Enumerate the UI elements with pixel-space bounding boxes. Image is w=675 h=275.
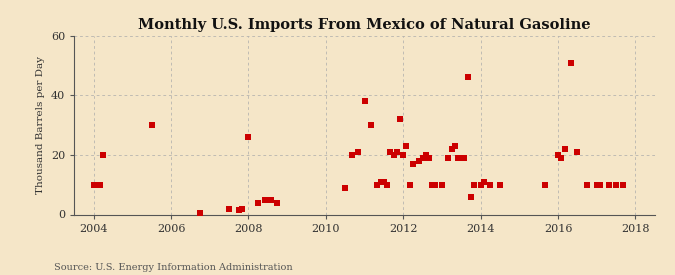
Point — [446, 147, 457, 151]
Point — [427, 183, 437, 187]
Point — [234, 208, 244, 212]
Point — [540, 183, 551, 187]
Point — [388, 153, 399, 157]
Text: Source: U.S. Energy Information Administration: Source: U.S. Energy Information Administ… — [54, 263, 293, 272]
Point — [366, 123, 377, 127]
Point — [479, 180, 489, 184]
Point — [604, 183, 615, 187]
Point — [375, 180, 386, 184]
Point — [194, 211, 205, 215]
Point — [566, 60, 576, 65]
Point — [379, 180, 389, 184]
Title: Monthly U.S. Imports From Mexico of Natural Gasoline: Monthly U.S. Imports From Mexico of Natu… — [138, 18, 591, 32]
Point — [352, 150, 363, 154]
Point — [421, 153, 431, 157]
Point — [401, 144, 412, 148]
Point — [466, 194, 477, 199]
Point — [395, 117, 406, 121]
Point — [617, 183, 628, 187]
Point — [462, 75, 473, 80]
Point — [591, 183, 602, 187]
Point — [252, 200, 263, 205]
Point — [243, 135, 254, 139]
Point — [385, 150, 396, 154]
Point — [437, 183, 448, 187]
Point — [236, 206, 247, 211]
Point — [398, 153, 408, 157]
Point — [582, 183, 593, 187]
Point — [556, 156, 566, 160]
Point — [88, 183, 99, 187]
Point — [95, 183, 105, 187]
Point — [404, 183, 415, 187]
Point — [450, 144, 460, 148]
Point — [265, 197, 276, 202]
Point — [424, 156, 435, 160]
Point — [259, 197, 270, 202]
Point — [468, 183, 479, 187]
Point — [430, 183, 441, 187]
Point — [346, 153, 357, 157]
Point — [59, 200, 70, 205]
Point — [595, 183, 605, 187]
Point — [485, 183, 495, 187]
Point — [459, 156, 470, 160]
Point — [417, 156, 428, 160]
Point — [359, 99, 370, 103]
Point — [414, 159, 425, 163]
Point — [392, 150, 402, 154]
Point — [372, 183, 383, 187]
Point — [443, 156, 454, 160]
Y-axis label: Thousand Barrels per Day: Thousand Barrels per Day — [36, 56, 45, 194]
Point — [559, 147, 570, 151]
Point — [453, 156, 464, 160]
Point — [611, 183, 622, 187]
Point — [98, 153, 109, 157]
Point — [340, 185, 350, 190]
Point — [146, 123, 157, 127]
Point — [572, 150, 583, 154]
Point — [553, 153, 564, 157]
Point — [408, 162, 418, 166]
Point — [272, 200, 283, 205]
Point — [223, 206, 234, 211]
Point — [475, 183, 486, 187]
Point — [495, 183, 506, 187]
Point — [381, 183, 392, 187]
